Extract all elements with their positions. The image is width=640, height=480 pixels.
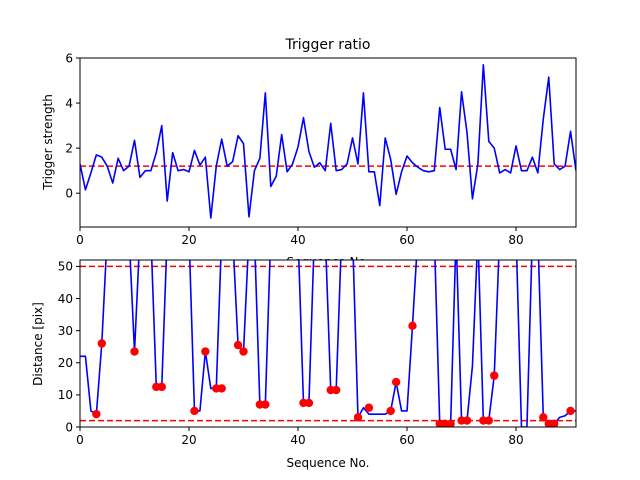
top-y-tick-label: 2	[65, 141, 73, 155]
bottom-series-line	[80, 260, 576, 427]
bottom-chart-y-label: Distance [pix]	[31, 302, 45, 386]
bottom-chart-x-label: Sequence No.	[287, 456, 370, 470]
top-chart-x-ticks: 0 20 40 60 80	[76, 227, 524, 247]
bottom-marker-point	[408, 321, 417, 331]
bottom-marker-point	[539, 413, 548, 422]
bottom-chart-frame	[79, 259, 577, 428]
bottom-y-tick-label: 0	[65, 420, 73, 434]
bottom-marker-point	[386, 406, 395, 416]
bottom-x-tick-label: 60	[399, 433, 414, 447]
top-y-tick-label: 0	[65, 187, 73, 201]
bottom-marker-point	[364, 403, 374, 412]
bottom-marker-point	[566, 406, 575, 416]
bottom-chart-plot-area	[80, 260, 576, 427]
top-chart-y-label: Trigger strength	[41, 94, 55, 191]
bottom-x-tick-label: 20	[181, 433, 196, 447]
bottom-marker-point	[239, 347, 248, 356]
top-x-tick-label: 40	[290, 233, 305, 247]
bottom-marker-point	[233, 340, 243, 350]
bottom-chart-x-ticks: 0 20 40 60 80	[76, 427, 524, 447]
bottom-marker-point	[157, 382, 166, 392]
top-chart-y-ticks: 0 2 4 6	[65, 51, 80, 201]
bottom-marker-point	[130, 347, 139, 356]
top-chart: Trigger ratio 0 20 40 60 80 0 2 4 6 Trigger str…	[41, 37, 577, 269]
top-chart-plot-area	[80, 63, 576, 219]
bottom-marker-point	[446, 419, 455, 427]
bottom-marker-point	[549, 419, 559, 427]
bottom-y-tick-label: 50	[58, 260, 73, 274]
top-x-tick-label: 60	[399, 233, 414, 247]
bottom-marker-point	[462, 416, 472, 425]
bottom-y-tick-label: 20	[58, 356, 73, 370]
bottom-y-tick-label: 10	[58, 388, 73, 402]
bottom-marker-point	[391, 377, 401, 387]
bottom-x-tick-label: 0	[76, 433, 84, 447]
top-x-tick-label: 0	[76, 233, 84, 247]
bottom-x-tick-label: 80	[508, 433, 523, 447]
top-y-tick-label: 6	[65, 51, 73, 65]
bottom-y-tick-label: 30	[58, 324, 73, 338]
bottom-marker-point	[92, 409, 101, 419]
bottom-marker-point	[201, 347, 210, 356]
bottom-marker-point	[304, 398, 314, 408]
top-y-tick-label: 4	[65, 96, 73, 110]
top-chart-title: Trigger ratio	[284, 37, 370, 53]
bottom-x-tick-label: 40	[290, 433, 305, 447]
bottom-marker-point	[331, 385, 341, 395]
bottom-marker-point	[490, 371, 499, 380]
top-series-line	[80, 63, 576, 219]
bottom-marker-point	[217, 384, 226, 393]
bottom-marker-point	[484, 416, 493, 425]
bottom-chart: 0 20 40 60 80 0 10 20 30 40 50 Distance [pix] Seq…	[31, 259, 577, 470]
bottom-marker-point	[97, 339, 107, 348]
bottom-chart-y-ticks: 0 10 20 30 40 50	[58, 260, 80, 434]
bottom-y-tick-label: 40	[58, 292, 73, 306]
bottom-marker-point	[353, 413, 363, 422]
top-x-tick-label: 20	[181, 233, 196, 247]
top-chart-frame	[79, 57, 577, 228]
bottom-marker-point	[261, 400, 270, 409]
top-x-tick-label: 80	[508, 233, 523, 247]
bottom-marker-point	[190, 406, 199, 416]
